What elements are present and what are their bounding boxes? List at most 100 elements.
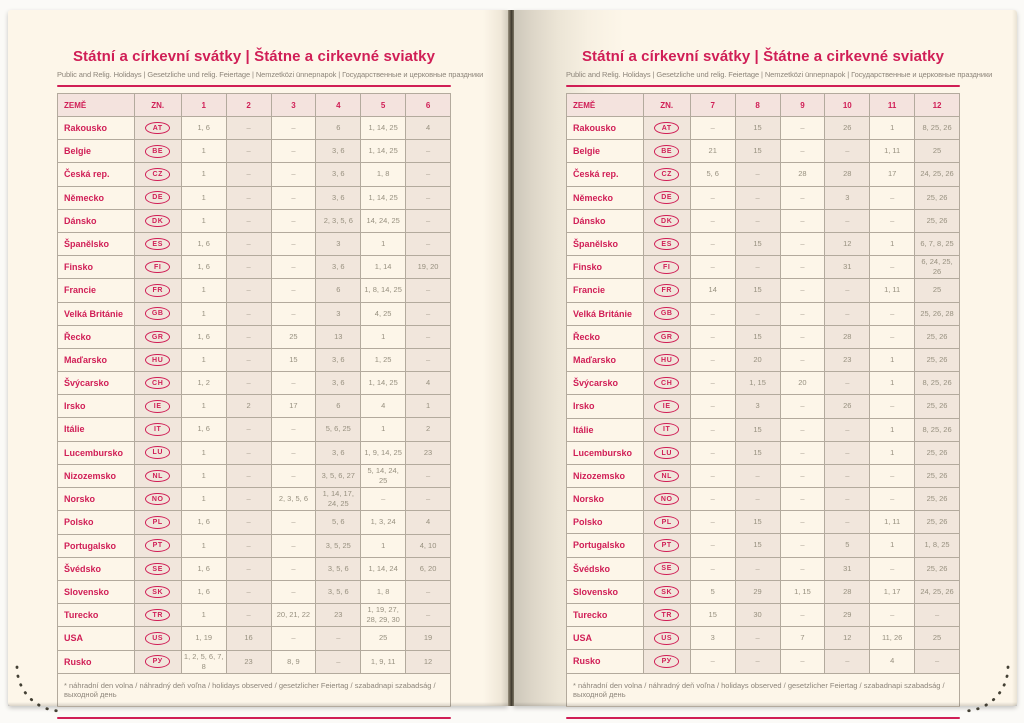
country-code-badge: CZ xyxy=(145,168,171,181)
country-code-cell: HU xyxy=(642,347,691,373)
table-row: Finsko FI 1, 6– –3, 6 1, 14 19, 20 xyxy=(57,255,451,280)
holiday-cell: 19, 20 xyxy=(405,255,451,280)
holiday-cell: – xyxy=(689,417,736,442)
country-code-badge: CZ xyxy=(654,168,680,181)
country-code-badge: FR xyxy=(654,284,680,297)
table-row: Francie FR 1– –6 1, 8, 14, 25– xyxy=(57,278,451,303)
table-row: Lucembursko LU –15– –1 25, 26 xyxy=(566,440,960,465)
holiday-cell: – xyxy=(225,139,272,164)
country-code-badge: FI xyxy=(145,260,171,274)
holiday-cell: – xyxy=(225,162,272,187)
country-cell: Slovensko xyxy=(57,579,135,605)
holiday-cell: – xyxy=(405,463,451,489)
col-header-country: ZEMĚ xyxy=(566,93,644,117)
country-cell: Švédsko xyxy=(57,556,135,581)
holiday-cell: 25, 26 xyxy=(914,556,960,581)
holiday-cell: 25 xyxy=(270,324,317,349)
holiday-cell: – xyxy=(779,208,826,233)
page-subtitle: Public and Relig. Holidays | Gesetzliche… xyxy=(57,70,484,79)
holiday-cell: 15 xyxy=(734,324,781,349)
holiday-cell: 25 xyxy=(914,278,960,303)
holiday-cell: – xyxy=(225,371,272,396)
holiday-cell: 1 xyxy=(869,371,916,396)
country-code-cell: PL xyxy=(642,510,691,535)
country-code-cell: NL xyxy=(133,463,182,489)
bottom-rule xyxy=(566,716,960,719)
holiday-cell: 20, 21, 22 xyxy=(270,603,317,628)
country-code-cell: ES xyxy=(133,231,182,257)
holiday-cell: – xyxy=(734,208,781,233)
holiday-cell: – xyxy=(270,208,317,233)
holiday-cell: – xyxy=(824,278,871,303)
country-cell: Turecko xyxy=(57,603,135,628)
holiday-cell: 17 xyxy=(869,162,916,187)
holiday-cell: – xyxy=(315,649,362,674)
country-cell: Norsko xyxy=(566,487,644,512)
country-code-badge: NL xyxy=(145,469,171,483)
holiday-cell: 28 xyxy=(824,324,871,349)
table-row: Turecko TR 15 30–29– – xyxy=(566,602,960,628)
holiday-cell: 1, 6 xyxy=(180,324,227,349)
country-code-cell: SE xyxy=(642,556,691,581)
country-code-cell: CH xyxy=(133,371,182,396)
table-row: Irsko IE –3–26–25, 26 xyxy=(566,394,960,419)
country-code-badge: US xyxy=(654,632,680,645)
holiday-cell: 3, 5, 6, 27 xyxy=(315,463,362,489)
holiday-cell: – xyxy=(225,440,272,465)
holiday-cell: – xyxy=(689,440,736,465)
holiday-cell: – xyxy=(779,533,826,558)
holiday-cell: 5 xyxy=(689,579,736,605)
holiday-cell: 23 xyxy=(315,603,362,628)
holiday-cell: – xyxy=(270,579,317,605)
country-code-cell: NL xyxy=(642,463,691,489)
table-row: Česká rep. CZ 5, 6–28 28 17 24, 25, 26 xyxy=(566,162,960,187)
country-code-cell: IE xyxy=(642,394,691,419)
country-code-cell: FR xyxy=(133,278,182,303)
country-cell: Švýcarsko xyxy=(57,371,135,396)
country-code-cell: BE xyxy=(133,139,182,164)
country-cell: Francie xyxy=(57,278,135,303)
country-code-cell: DK xyxy=(642,208,691,233)
holiday-cell: 5, 14, 24, 25 xyxy=(360,463,407,489)
country-code-badge: GR xyxy=(654,330,680,344)
country-code-badge: IE xyxy=(654,400,680,413)
holiday-cell: 3 xyxy=(689,626,736,651)
country-cell: Rakousko xyxy=(566,115,644,141)
table-row: Polsko PL 1, 6– –5, 6 1, 3, 24 4 xyxy=(57,510,451,535)
col-header-month: 5 xyxy=(360,93,407,117)
holiday-cell: 1, 6 xyxy=(180,231,227,257)
page-title: Státní a církevní svátky | Štátne a cirk… xyxy=(581,48,945,65)
holiday-cell: 29 xyxy=(734,579,781,605)
table-row: Řecko GR –15–28–25, 26 xyxy=(566,324,960,349)
table-row: Slovensko SK 5 29 1, 15 28 1, 17 24, 25, 26 xyxy=(566,579,960,605)
country-cell: Německo xyxy=(566,185,644,210)
table-row: Velká Británie GB – – – – –25, 26, 28 xyxy=(566,301,960,326)
table-row: Rusko РУ – – – –4– xyxy=(566,649,960,674)
country-cell: Polsko xyxy=(566,510,644,535)
country-code-badge: IT xyxy=(145,423,171,436)
holiday-cell: – xyxy=(405,301,451,326)
holiday-cell: 4 xyxy=(869,649,916,674)
country-code-badge: NL xyxy=(654,469,680,483)
country-cell: Německo xyxy=(57,185,135,210)
country-cell: Norsko xyxy=(57,487,135,512)
holiday-cell: 30 xyxy=(734,602,781,628)
holiday-cell: 1 xyxy=(360,324,407,349)
country-code-cell: PL xyxy=(133,510,182,535)
holiday-cell: – xyxy=(270,278,317,303)
holiday-cell: – xyxy=(824,463,871,489)
holiday-cell: 1, 3, 24 xyxy=(360,510,407,535)
holiday-cell: 3, 6 xyxy=(315,347,362,373)
holiday-cell: 31 xyxy=(824,556,871,581)
holiday-cell: 24, 25, 26 xyxy=(914,579,960,605)
holiday-cell: – xyxy=(270,301,317,326)
country-code-cell: CH xyxy=(642,371,691,396)
holiday-cell: 1, 19, 27, 28, 29, 30 xyxy=(360,603,407,628)
holiday-cell: 1 xyxy=(180,347,227,373)
country-cell: Dánsko xyxy=(57,208,135,233)
holiday-cell: – xyxy=(779,231,826,257)
col-header-month: 10 xyxy=(824,93,871,117)
country-code-badge: PL xyxy=(145,516,171,529)
bottom-rule xyxy=(57,716,451,719)
holiday-cell: 26 xyxy=(824,394,871,419)
